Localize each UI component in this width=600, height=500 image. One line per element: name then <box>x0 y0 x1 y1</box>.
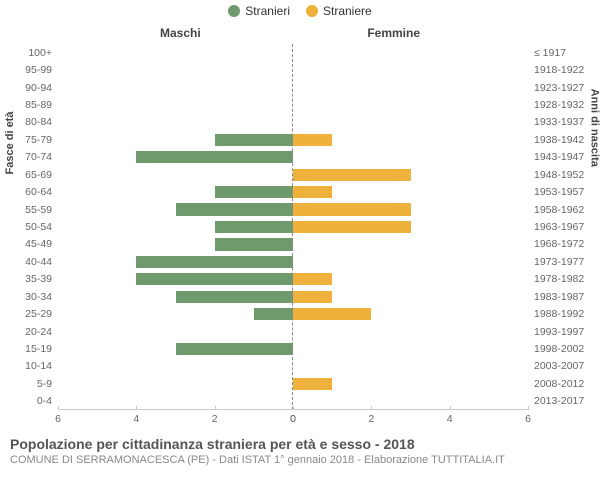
age-label: 55-59 <box>25 204 58 216</box>
legend-label: Stranieri <box>245 4 290 18</box>
age-label: 70-74 <box>25 151 58 163</box>
yaxis-left-title: Fasce di età <box>4 112 16 175</box>
xtick-mark <box>450 406 451 410</box>
pyramid-chart: Stranieri Straniere Maschi Femmine Fasce … <box>0 0 600 500</box>
age-label: 80-84 <box>25 116 58 128</box>
bar-male <box>136 151 293 163</box>
birth-label: 1943-1947 <box>528 151 584 163</box>
xtick-label: 4 <box>447 413 453 425</box>
bar-male <box>136 256 293 268</box>
age-label: 35-39 <box>25 273 58 285</box>
birth-label: 1923-1927 <box>528 82 584 94</box>
xtick-label: 2 <box>368 413 374 425</box>
birth-label: 1988-1992 <box>528 308 584 320</box>
birth-label: 1998-2002 <box>528 343 584 355</box>
bar-male <box>215 186 293 198</box>
chart-subtitle: COMUNE DI SERRAMONACESCA (PE) - Dati IST… <box>10 454 590 468</box>
xtick-label: 0 <box>290 413 296 425</box>
xtick-label: 4 <box>133 413 139 425</box>
age-label: 75-79 <box>25 134 58 146</box>
bar-female <box>293 134 332 146</box>
age-label: 10-14 <box>25 360 58 372</box>
bar-male <box>176 203 294 215</box>
xtick-mark <box>371 406 372 410</box>
birth-label: 1928-1932 <box>528 99 584 111</box>
bar-male <box>176 291 294 303</box>
age-label: 30-34 <box>25 291 58 303</box>
legend-label: Straniere <box>323 4 372 18</box>
birth-label: 1983-1987 <box>528 291 584 303</box>
bar-male <box>254 308 293 320</box>
xtick-label: 2 <box>212 413 218 425</box>
legend-item: Stranieri <box>228 4 290 18</box>
bar-female <box>293 308 371 320</box>
age-label: 45-49 <box>25 238 58 250</box>
center-divider <box>292 44 293 410</box>
bar-male <box>136 273 293 285</box>
bar-male <box>176 343 294 355</box>
birth-label: 1993-1997 <box>528 326 584 338</box>
xtick-mark <box>293 406 294 410</box>
xtick-mark <box>136 406 137 410</box>
age-label: 90-94 <box>25 82 58 94</box>
bar-female <box>293 273 332 285</box>
age-label: 65-69 <box>25 169 58 181</box>
chart-footer: Popolazione per cittadinanza straniera p… <box>0 434 600 467</box>
xtick-mark <box>58 406 59 410</box>
bar-female <box>293 203 411 215</box>
bar-female <box>293 169 411 181</box>
header-males: Maschi <box>160 26 201 40</box>
side-headers: Maschi Femmine <box>0 26 600 44</box>
birth-label: 1933-1937 <box>528 116 584 128</box>
bar-female <box>293 186 332 198</box>
legend-item: Straniere <box>306 4 372 18</box>
birth-label: 1938-1942 <box>528 134 584 146</box>
age-label: 0-4 <box>37 395 58 407</box>
xtick-label: 6 <box>525 413 531 425</box>
age-label: 95-99 <box>25 64 58 76</box>
birth-label: ≤ 1917 <box>528 47 566 59</box>
bar-female <box>293 221 411 233</box>
birth-label: 1918-1922 <box>528 64 584 76</box>
legend: Stranieri Straniere <box>0 0 600 26</box>
birth-label: 1968-1972 <box>528 238 584 250</box>
birth-label: 2003-2007 <box>528 360 584 372</box>
birth-label: 1948-1952 <box>528 169 584 181</box>
age-label: 15-19 <box>25 343 58 355</box>
legend-swatch <box>306 5 318 17</box>
legend-swatch <box>228 5 240 17</box>
birth-label: 1978-1982 <box>528 273 584 285</box>
bar-male <box>215 221 293 233</box>
age-label: 50-54 <box>25 221 58 233</box>
xtick-mark <box>528 406 529 410</box>
age-label: 85-89 <box>25 99 58 111</box>
xtick-label: 6 <box>55 413 61 425</box>
bar-female <box>293 291 332 303</box>
age-label: 5-9 <box>37 378 58 390</box>
chart-title: Popolazione per cittadinanza straniera p… <box>10 436 590 454</box>
age-label: 60-64 <box>25 186 58 198</box>
age-label: 100+ <box>28 47 58 59</box>
x-axis: 64200246 <box>58 409 528 434</box>
plot-area: 100+≤ 191795-991918-192290-941923-192785… <box>58 44 528 434</box>
bar-male <box>215 134 293 146</box>
birth-label: 1958-1962 <box>528 204 584 216</box>
bar-male <box>215 238 293 250</box>
xtick-mark <box>215 406 216 410</box>
age-label: 40-44 <box>25 256 58 268</box>
yaxis-right-title: Anni di nascita <box>588 89 600 167</box>
header-females: Femmine <box>367 26 420 40</box>
birth-label: 1963-1967 <box>528 221 584 233</box>
birth-label: 1953-1957 <box>528 186 584 198</box>
bar-female <box>293 378 332 390</box>
birth-label: 2008-2012 <box>528 378 584 390</box>
age-label: 20-24 <box>25 326 58 338</box>
age-label: 25-29 <box>25 308 58 320</box>
birth-label: 1973-1977 <box>528 256 584 268</box>
birth-label: 2013-2017 <box>528 395 584 407</box>
